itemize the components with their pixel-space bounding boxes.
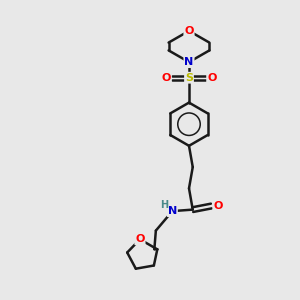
Text: O: O <box>207 73 217 83</box>
Text: O: O <box>135 234 145 244</box>
Text: O: O <box>161 73 171 83</box>
Text: O: O <box>184 26 194 36</box>
Text: N: N <box>184 57 194 67</box>
Text: N: N <box>168 206 177 216</box>
Text: H: H <box>160 200 168 209</box>
Text: S: S <box>185 73 193 83</box>
Text: O: O <box>213 201 223 211</box>
